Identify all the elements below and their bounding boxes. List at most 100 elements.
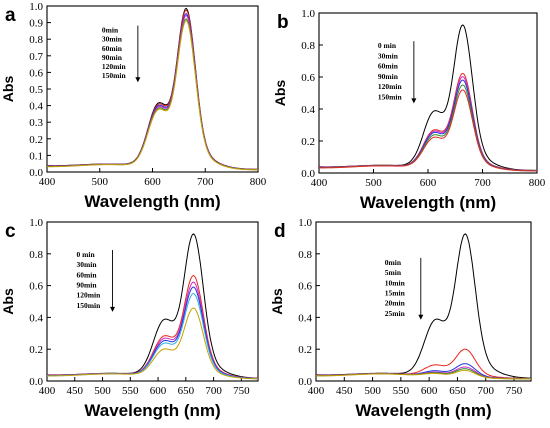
series-line-4 (319, 84, 537, 172)
y-tick-label: 0.6 (301, 72, 315, 84)
legend-entry: 30min (77, 260, 98, 269)
legend-entry: 15min (385, 288, 406, 297)
y-axis-label: Abs (0, 76, 16, 103)
x-tick-label: 450 (336, 385, 353, 397)
plot-frame (315, 221, 532, 382)
x-tick-label: 650 (449, 385, 466, 397)
series-line-3 (47, 14, 258, 171)
y-tick-label: 0.1 (29, 150, 43, 162)
y-tick-label: 0.3 (29, 117, 43, 129)
series-line-0 (319, 24, 537, 171)
x-tick-label: 600 (144, 176, 161, 188)
legend-arrow-head (135, 77, 141, 83)
y-tick-label: 0.6 (29, 67, 43, 79)
series-line-2 (319, 76, 537, 172)
y-axis-label: Abs (272, 80, 288, 107)
legend-entry: 25min (385, 309, 406, 318)
legend-entry: 60min (102, 44, 123, 53)
y-tick-label: 0.2 (29, 134, 43, 146)
plot-frame (318, 12, 538, 174)
x-tick-label: 550 (122, 385, 139, 397)
series-line-2 (47, 12, 258, 170)
series-line-5 (46, 20, 258, 171)
y-tick-label: 0.8 (298, 249, 312, 261)
y-tick-label: 0.8 (29, 34, 43, 46)
legend-arrow-head (110, 306, 116, 312)
y-tick-label: 0.4 (298, 312, 312, 324)
legend-entry: 0min (102, 26, 119, 35)
y-tick-label: 0.2 (298, 344, 312, 356)
x-tick-label: 700 (474, 177, 491, 189)
y-tick-label: 0.2 (301, 136, 315, 148)
legend-arrow-head (411, 98, 417, 104)
x-tick-label: 400 (311, 177, 328, 189)
y-tick-label: 0.0 (29, 167, 43, 179)
y-tick-label: 1.0 (29, 1, 43, 13)
legend-entry: 90min (77, 281, 98, 290)
series-line-5 (318, 89, 537, 172)
legend-entry: 90min (378, 72, 399, 81)
legend-entry: 120min (77, 291, 102, 300)
legend-entry: 0 min (77, 250, 96, 259)
legend-entry: 150min (102, 71, 127, 80)
x-tick-label: 550 (393, 385, 410, 397)
y-tick-label: 0.8 (301, 40, 315, 52)
x-tick-label: 650 (178, 385, 195, 397)
panel-d: 400 450 500 550 600 650 700 750 0.0 0.2 0.4 0.6 0.8 1… (269, 217, 532, 420)
series-line-0 (316, 233, 532, 379)
y-tick-label: 0.8 (29, 249, 43, 261)
series-line-1 (319, 72, 537, 171)
legend-entry: 60min (378, 62, 399, 71)
x-tick-label: 500 (364, 385, 381, 397)
x-tick-label: 700 (477, 385, 494, 397)
x-tick-label: 600 (420, 177, 437, 189)
series-line-2 (315, 363, 531, 380)
x-tick-label: 800 (529, 177, 546, 189)
legend-entry: 5min (385, 268, 402, 277)
y-axis-label: Abs (0, 288, 16, 315)
x-axis-label: Wavelength (nm) (360, 193, 496, 212)
y-tick-label: 0.4 (29, 101, 43, 113)
legend-entry: 150min (378, 92, 403, 101)
series-line-5 (47, 307, 258, 380)
y-tick-label: 0.6 (298, 281, 312, 293)
x-tick-label: 600 (150, 385, 167, 397)
x-tick-label: 500 (94, 385, 111, 397)
x-axis-label: Wavelength (nm) (84, 401, 220, 420)
y-tick-label: 0.9 (29, 18, 43, 30)
series-line-1 (47, 9, 258, 170)
x-tick-label: 400 (39, 176, 56, 188)
y-axis-label: Abs (269, 288, 285, 315)
panel-label: b (277, 12, 289, 33)
legend-entry: 0 min (378, 41, 397, 50)
x-tick-label: 750 (506, 385, 523, 397)
legend-entry: 90min (102, 53, 123, 62)
series-line-4 (47, 18, 258, 171)
y-tick-label: 0.4 (29, 312, 43, 324)
x-tick-label: 800 (250, 176, 267, 188)
x-tick-label: 400 (308, 385, 325, 397)
legend-entry: 150min (77, 301, 102, 310)
x-tick-label: 500 (92, 176, 109, 188)
legend-entry: 120min (102, 62, 127, 71)
series-line-3 (319, 79, 537, 172)
legend-entry: 30min (102, 35, 123, 44)
y-tick-label: 0.5 (29, 84, 43, 96)
legend-entry: 60min (77, 270, 98, 279)
y-tick-label: 0.4 (301, 104, 315, 116)
plot-frame (46, 5, 259, 173)
series-line-0 (46, 7, 258, 170)
y-tick-label: 0.6 (29, 281, 43, 293)
legend-entry: 30min (378, 51, 399, 60)
x-tick-label: 700 (205, 385, 222, 397)
y-tick-label: 0.2 (29, 344, 43, 356)
x-tick-label: 600 (421, 385, 438, 397)
y-tick-label: 0.0 (29, 376, 43, 388)
panel-label: a (5, 5, 16, 26)
series-line-5 (316, 369, 531, 380)
y-tick-label: 0.0 (301, 168, 315, 180)
y-tick-label: 0.7 (29, 51, 43, 63)
legend-arrow-head (418, 314, 424, 320)
y-tick-label: 1.0 (298, 217, 312, 229)
